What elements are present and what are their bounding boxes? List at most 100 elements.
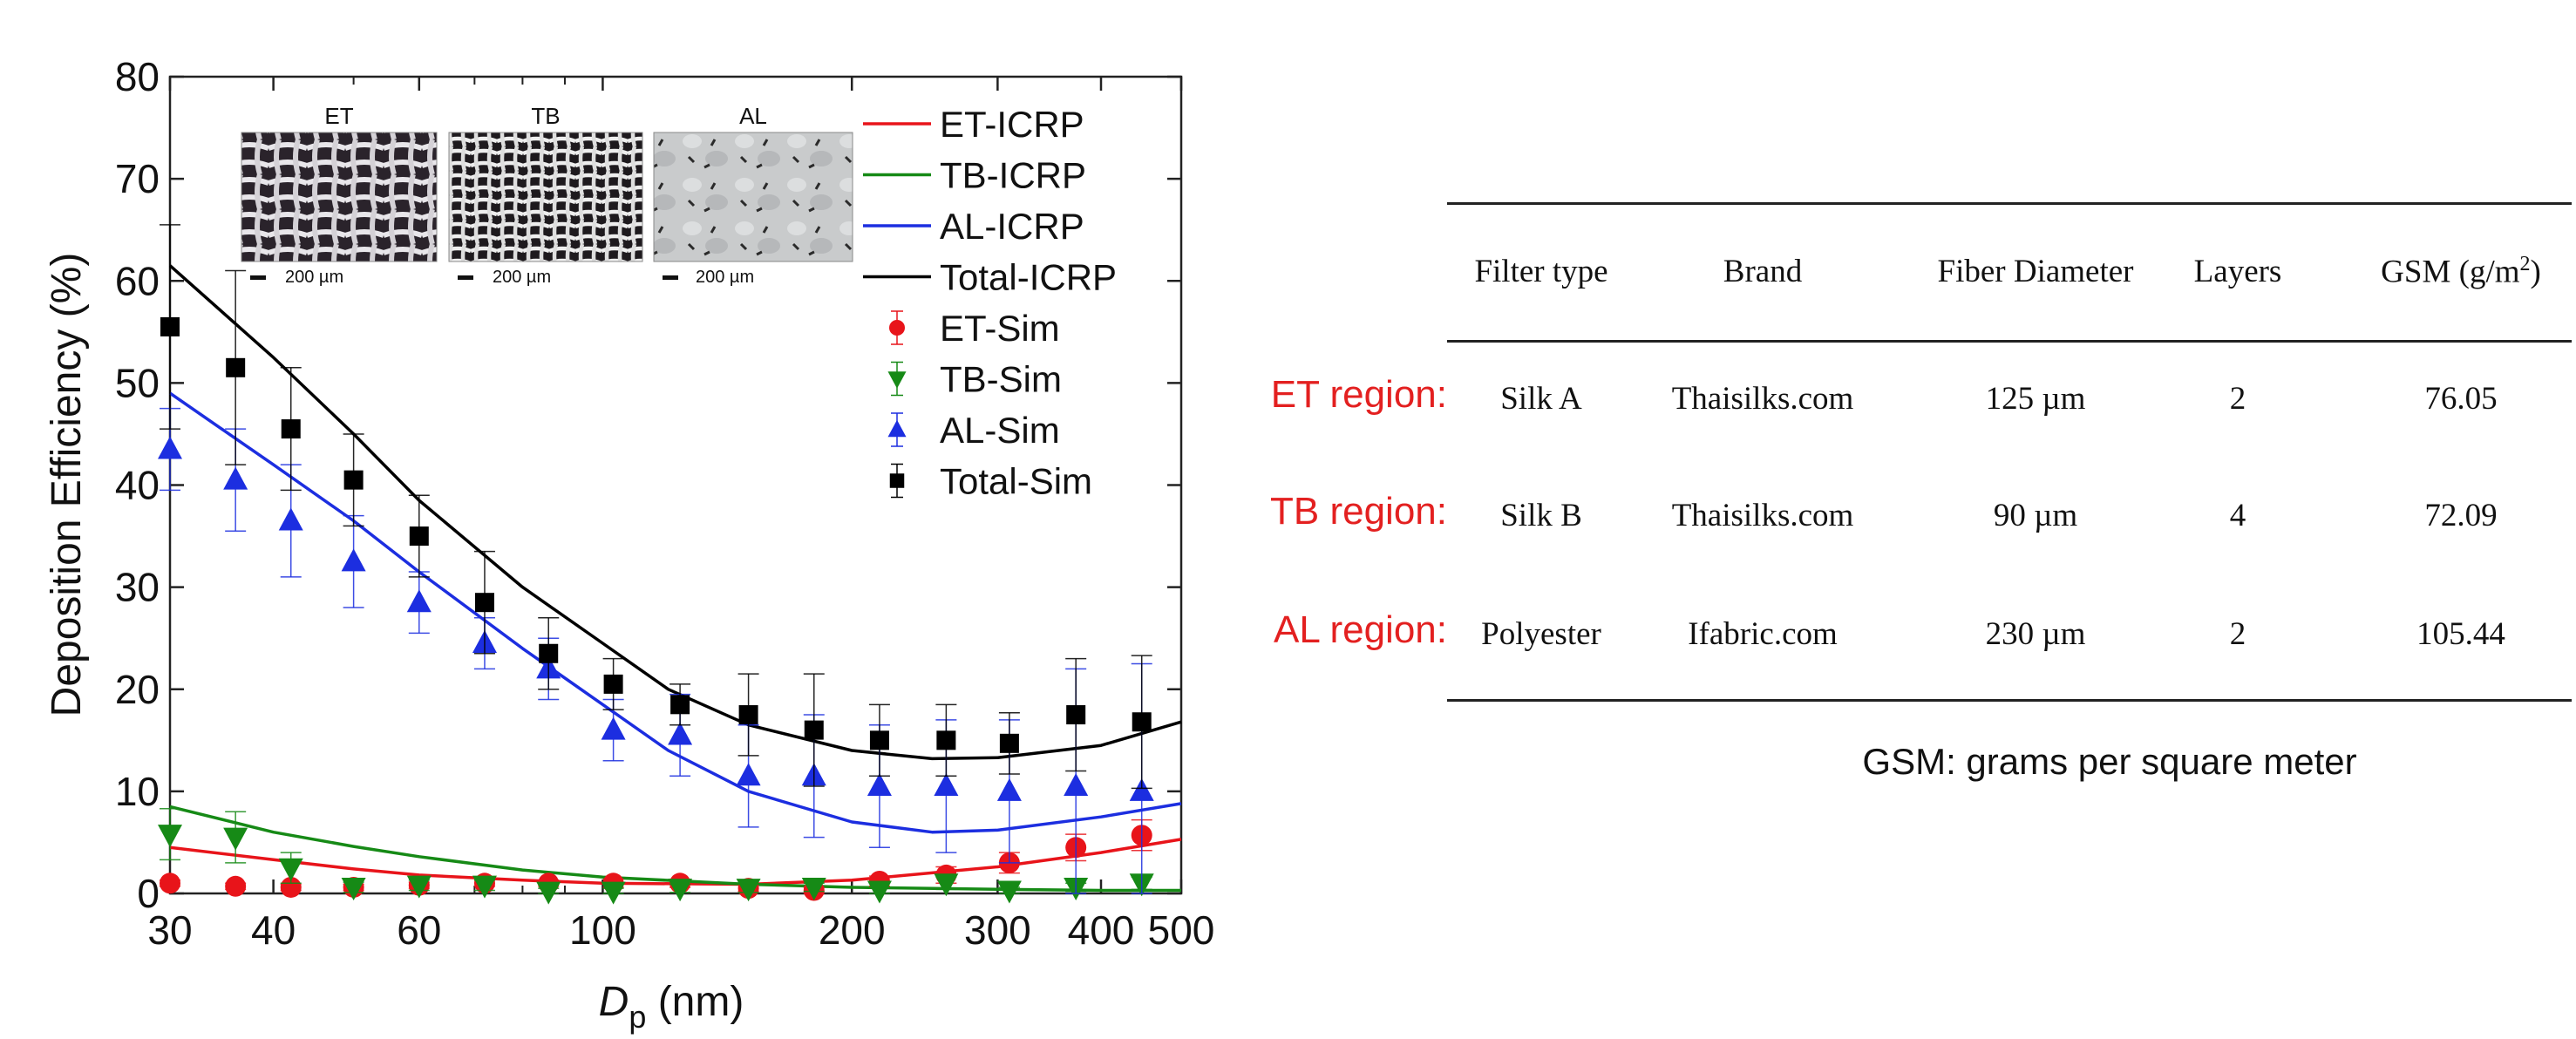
legend-entry: TB-Sim	[940, 359, 1062, 400]
x-tick-label: 200	[819, 907, 886, 953]
data-point	[158, 825, 182, 848]
cell-brand: Ifabric.com	[1688, 616, 1838, 652]
data-point	[409, 526, 429, 547]
header-filter-type: Filter type	[1474, 254, 1608, 289]
data-point	[160, 873, 180, 894]
legend-marker-swatch	[889, 320, 905, 336]
fabric-insets: ET TB AL 200 µm 200 µm 200 µm	[241, 103, 853, 287]
data-point	[341, 877, 366, 900]
inset-al-scale-bar	[663, 275, 678, 280]
y-tick-label: 70	[115, 156, 160, 201]
data-point	[736, 879, 761, 902]
header-gsm-text: GSM (g/m	[2381, 254, 2520, 290]
x-axis: 30 40 60 100 200 300 400 500	[147, 77, 1214, 953]
data-point	[668, 722, 693, 745]
y-tick-label: 20	[115, 667, 160, 712]
data-point	[280, 876, 302, 898]
x-tick-label: 100	[569, 907, 636, 953]
cell-fiber-diameter: 230 µm	[1985, 616, 2086, 652]
data-point	[539, 643, 559, 663]
data-point	[278, 507, 303, 531]
row-region-label: AL region:	[1274, 608, 1447, 651]
x-axis-title-main: D	[599, 979, 629, 1025]
cell-brand: Thaisilks.com	[1671, 381, 1854, 417]
cell-filter-type: Polyester	[1481, 616, 1601, 652]
y-tick-label: 30	[115, 565, 160, 610]
series-total-sim	[160, 224, 1152, 790]
y-tick-label: 60	[115, 258, 160, 303]
legend-marker-swatch	[887, 371, 907, 389]
data-point	[934, 873, 959, 897]
inset-et-scale-bar	[250, 275, 266, 280]
data-point	[996, 778, 1022, 801]
cell-layers: 2	[2229, 616, 2246, 652]
data-point	[1064, 773, 1089, 797]
inset-et-scale: 200 µm	[285, 268, 343, 287]
inset-al-scale: 200 µm	[696, 268, 754, 287]
table-top-rule	[1447, 202, 2572, 205]
x-axis-title-unit: (nm)	[646, 979, 744, 1025]
cell-filter-type: Silk B	[1500, 498, 1582, 533]
cell-gsm: 72.09	[2424, 498, 2498, 533]
header-gsm: GSM (g/m2)	[2381, 253, 2541, 290]
inset-al-image	[653, 132, 853, 262]
header-brand: Brand	[1723, 254, 1803, 289]
data-point	[474, 593, 494, 613]
line-tb-icrp	[169, 805, 1181, 893]
data-point	[406, 589, 432, 613]
inset-tb-scale-bar	[458, 275, 473, 280]
data-point	[738, 705, 758, 725]
x-tick-label: 500	[1148, 907, 1215, 953]
data-point	[668, 879, 693, 902]
y-tick-label: 50	[115, 360, 160, 405]
legend-entry: Total-Sim	[940, 461, 1092, 502]
cell-gsm: 105.44	[2416, 616, 2505, 652]
header-gsm-sup: 2	[2519, 253, 2531, 275]
sim-series	[158, 224, 1154, 905]
y-tick-label: 80	[115, 54, 160, 99]
data-point	[226, 357, 246, 377]
cell-gsm: 76.05	[2424, 381, 2498, 417]
data-point	[341, 548, 366, 572]
inset-tb-label: TB	[531, 103, 560, 129]
data-point	[1129, 778, 1154, 801]
legend-entry: ET-ICRP	[940, 104, 1084, 145]
filter-table: Filter type Brand Fiber Diameter Layers …	[1238, 174, 2572, 837]
x-tick-label: 40	[251, 907, 296, 953]
cell-layers: 4	[2229, 498, 2246, 533]
y-tick-label: 0	[137, 871, 160, 916]
header-gsm-close: )	[2530, 254, 2541, 290]
inset-al-label: AL	[739, 103, 767, 129]
legend-entry: ET-Sim	[940, 308, 1060, 349]
cell-brand: Thaisilks.com	[1671, 498, 1854, 533]
x-axis-title: Dp (nm)	[599, 979, 744, 1035]
data-point	[804, 720, 824, 740]
header-fiber-diameter: Fiber Diameter	[1937, 254, 2134, 289]
cell-layers: 2	[2229, 381, 2246, 417]
data-point	[1066, 705, 1086, 725]
data-point	[867, 880, 892, 904]
x-axis-title-sub: p	[629, 999, 646, 1035]
data-point	[934, 773, 959, 797]
data-point	[867, 773, 892, 797]
data-point	[343, 470, 364, 490]
table-bottom-rule	[1447, 699, 2572, 702]
data-point	[736, 763, 761, 786]
data-point	[996, 880, 1022, 904]
x-tick-label: 300	[964, 907, 1031, 953]
cell-filter-type: Silk A	[1500, 381, 1582, 417]
data-point	[278, 858, 303, 881]
y-tick-label: 10	[115, 769, 160, 814]
data-point	[801, 877, 826, 900]
data-point	[225, 875, 247, 897]
x-tick-label: 30	[147, 907, 192, 953]
data-point	[999, 733, 1019, 753]
data-point	[936, 730, 956, 750]
data-point	[536, 881, 561, 905]
legend: ET-ICRP TB-ICRP AL-ICRP Total-ICRP ET-Sim TB-…	[863, 104, 1117, 502]
legend-entry: Total-ICRP	[940, 257, 1117, 298]
data-point	[223, 466, 248, 490]
data-point	[160, 316, 180, 336]
data-point	[603, 674, 623, 694]
